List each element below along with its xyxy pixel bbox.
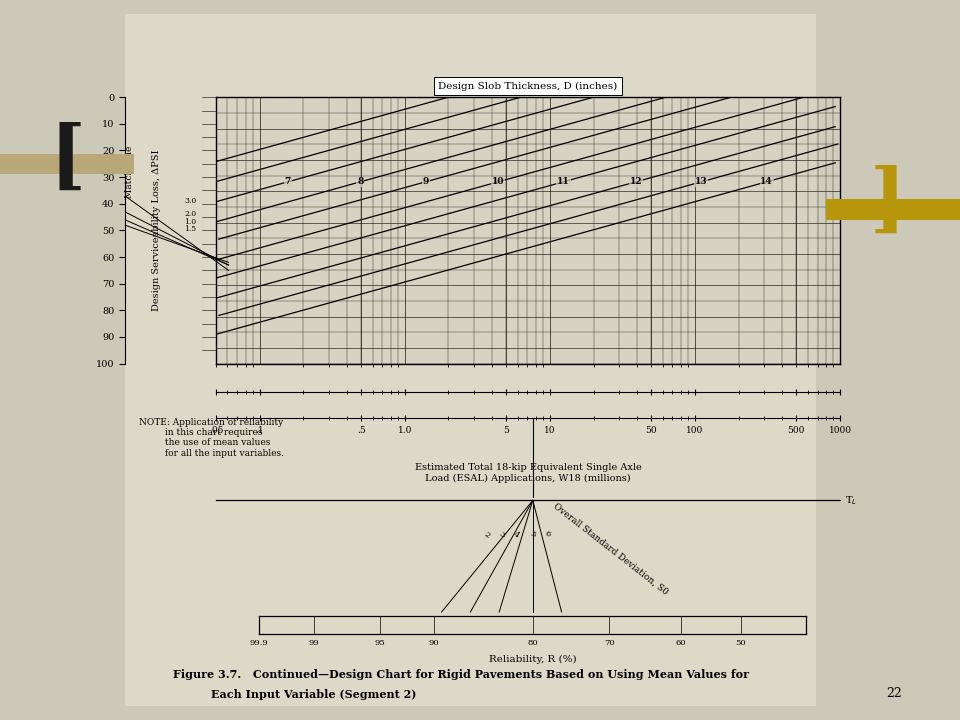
Bar [0,154,134,174]
Text: ]: ] [870,165,906,238]
Text: 60: 60 [675,639,685,647]
Text: 22: 22 [887,687,902,700]
Text: Design Slob Thickness, D (inches): Design Slob Thickness, D (inches) [439,81,617,91]
Text: T$_L$: T$_L$ [845,494,856,507]
Text: Reliability, R (%): Reliability, R (%) [489,655,577,665]
Text: 10: 10 [492,177,504,186]
Text: 90: 90 [429,639,440,647]
Text: 7: 7 [285,177,291,186]
Text: 99.9: 99.9 [250,639,269,647]
Text: NOTE: Application of reliability
         in this chart requires
         the us: NOTE: Application of reliability in this… [139,418,284,458]
Text: Match Line: Match Line [125,145,133,198]
Text: 1.0: 1.0 [184,218,197,226]
Text: 99: 99 [308,639,320,647]
Text: Estimated Total 18-kip Equivalent Single Axle
Load (ESAL) Applications, W18 (mil: Estimated Total 18-kip Equivalent Single… [415,463,641,482]
Text: Each Input Variable (Segment 2): Each Input Variable (Segment 2) [211,689,417,700]
Text: 8: 8 [357,177,364,186]
Text: 80: 80 [527,639,539,647]
Text: 13: 13 [695,177,708,186]
Text: 6: 6 [543,530,551,539]
Text: 3: 3 [497,530,506,539]
Text: Design Serviceability Loss, ΔPSI: Design Serviceability Loss, ΔPSI [153,150,161,311]
Text: Overall Standard Deviation, S0: Overall Standard Deviation, S0 [552,501,670,597]
Text: 2: 2 [483,530,492,539]
Bar [826,199,960,220]
Text: [: [ [49,122,85,195]
Text: 3.0: 3.0 [184,197,197,205]
Text: 11: 11 [557,177,570,186]
Text: 9: 9 [422,177,429,186]
Text: 2.0: 2.0 [184,210,197,218]
Text: 70: 70 [604,639,614,647]
Text: 5: 5 [529,530,537,539]
Text: 1.5: 1.5 [184,225,197,233]
Text: Figure 3.7.   Continued—Design Chart for Rigid Pavements Based on Using Mean Val: Figure 3.7. Continued—Design Chart for R… [173,670,749,680]
Text: 95: 95 [374,639,385,647]
Text: 12: 12 [630,177,642,186]
Text: 50: 50 [735,639,746,647]
Text: 14: 14 [760,177,773,186]
Text: 4: 4 [512,530,520,539]
